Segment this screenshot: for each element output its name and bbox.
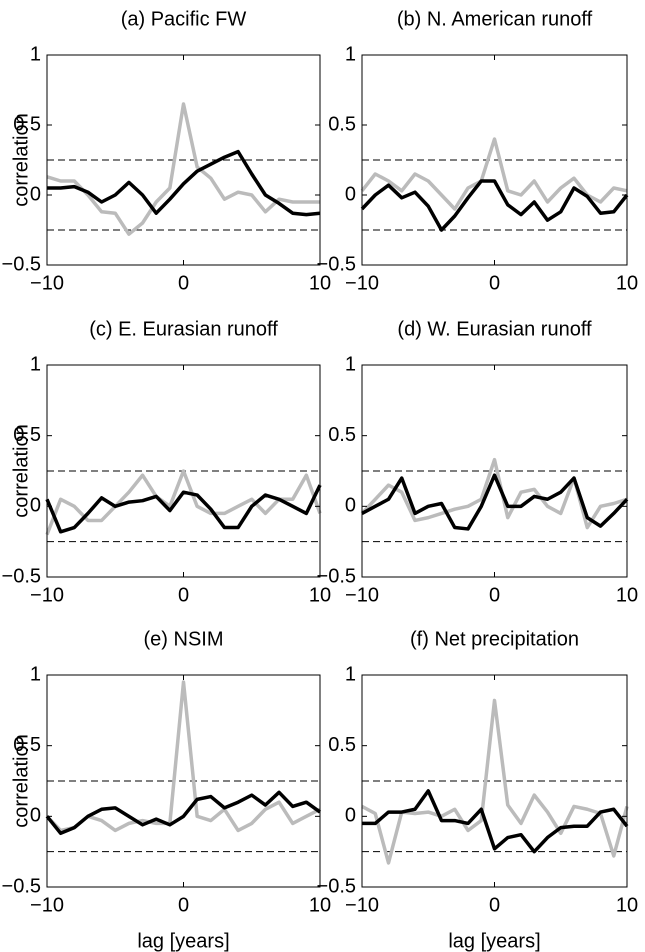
y-tick-label: 1 [30,353,41,375]
y-tick-label: −0.5 [317,253,356,275]
y-tick-label: 0 [30,805,41,827]
panel-title: (a) Pacific FW [121,8,247,30]
data-line [361,698,629,865]
y-tick-label: 0 [30,183,41,205]
y-tick-label: 0.5 [328,113,356,135]
x-tick-label: 0 [178,272,189,294]
panel-title: (c) E. Eurasian runoff [89,318,278,340]
data-line [360,179,629,232]
y-tick-label: 0.5 [13,734,41,756]
data-line [45,484,322,534]
x-tick-label: 0 [489,272,500,294]
y-tick-label: 0 [345,805,356,827]
x-axis-label: lag [years] [137,930,229,952]
y-tick-label: 0 [345,495,356,517]
y-tick-label: 0.5 [328,734,356,756]
x-tick-label: −10 [30,894,64,916]
y-tick-label: −0.5 [317,565,356,587]
x-tick-label: 0 [178,894,189,916]
panel-title: (d) W. Eurasian runoff [397,318,592,340]
x-tick-label: −10 [30,272,64,294]
y-tick-label: 1 [30,43,41,65]
y-tick-label: 1 [345,43,356,65]
data-line [362,789,629,854]
y-tick-label: 0 [30,495,41,517]
x-tick-label: 10 [616,894,638,916]
y-axis-label: correlation [10,113,32,206]
x-axis-label: lag [years] [448,930,540,952]
y-tick-label: 0 [345,183,356,205]
data-line [47,149,321,217]
x-tick-label: −10 [345,272,379,294]
panel-title: (b) N. American runoff [397,8,593,30]
x-tick-label: 0 [178,584,189,606]
y-tick-label: −0.5 [2,565,41,587]
data-line [360,457,628,530]
x-tick-label: 10 [309,584,331,606]
data-line [46,102,320,236]
y-tick-label: −0.5 [2,253,41,275]
panel-title: (f) Net precipitation [410,628,579,650]
x-tick-label: 0 [489,584,500,606]
y-tick-label: 0.5 [328,424,356,446]
y-tick-label: −0.5 [317,875,356,897]
x-tick-label: −10 [345,894,379,916]
data-line [361,473,629,531]
x-tick-label: 0 [489,894,500,916]
x-tick-label: 10 [616,584,638,606]
y-axis-label: correlation [10,424,32,517]
data-line [360,137,628,211]
y-tick-label: 1 [345,353,356,375]
y-tick-label: 0.5 [13,424,41,446]
x-tick-label: 10 [309,894,331,916]
x-tick-label: 10 [616,272,638,294]
x-tick-label: −10 [345,584,379,606]
y-tick-label: 0.5 [13,113,41,135]
data-line [45,469,322,536]
data-line [45,790,322,836]
y-tick-label: 1 [30,663,41,685]
x-tick-label: −10 [30,584,64,606]
y-tick-label: −0.5 [2,875,41,897]
y-axis-label: correlation [10,734,32,827]
y-tick-label: 1 [345,663,356,685]
panel-title: (e) NSIM [144,628,224,650]
data-line [45,680,321,833]
x-tick-label: 10 [309,272,331,294]
